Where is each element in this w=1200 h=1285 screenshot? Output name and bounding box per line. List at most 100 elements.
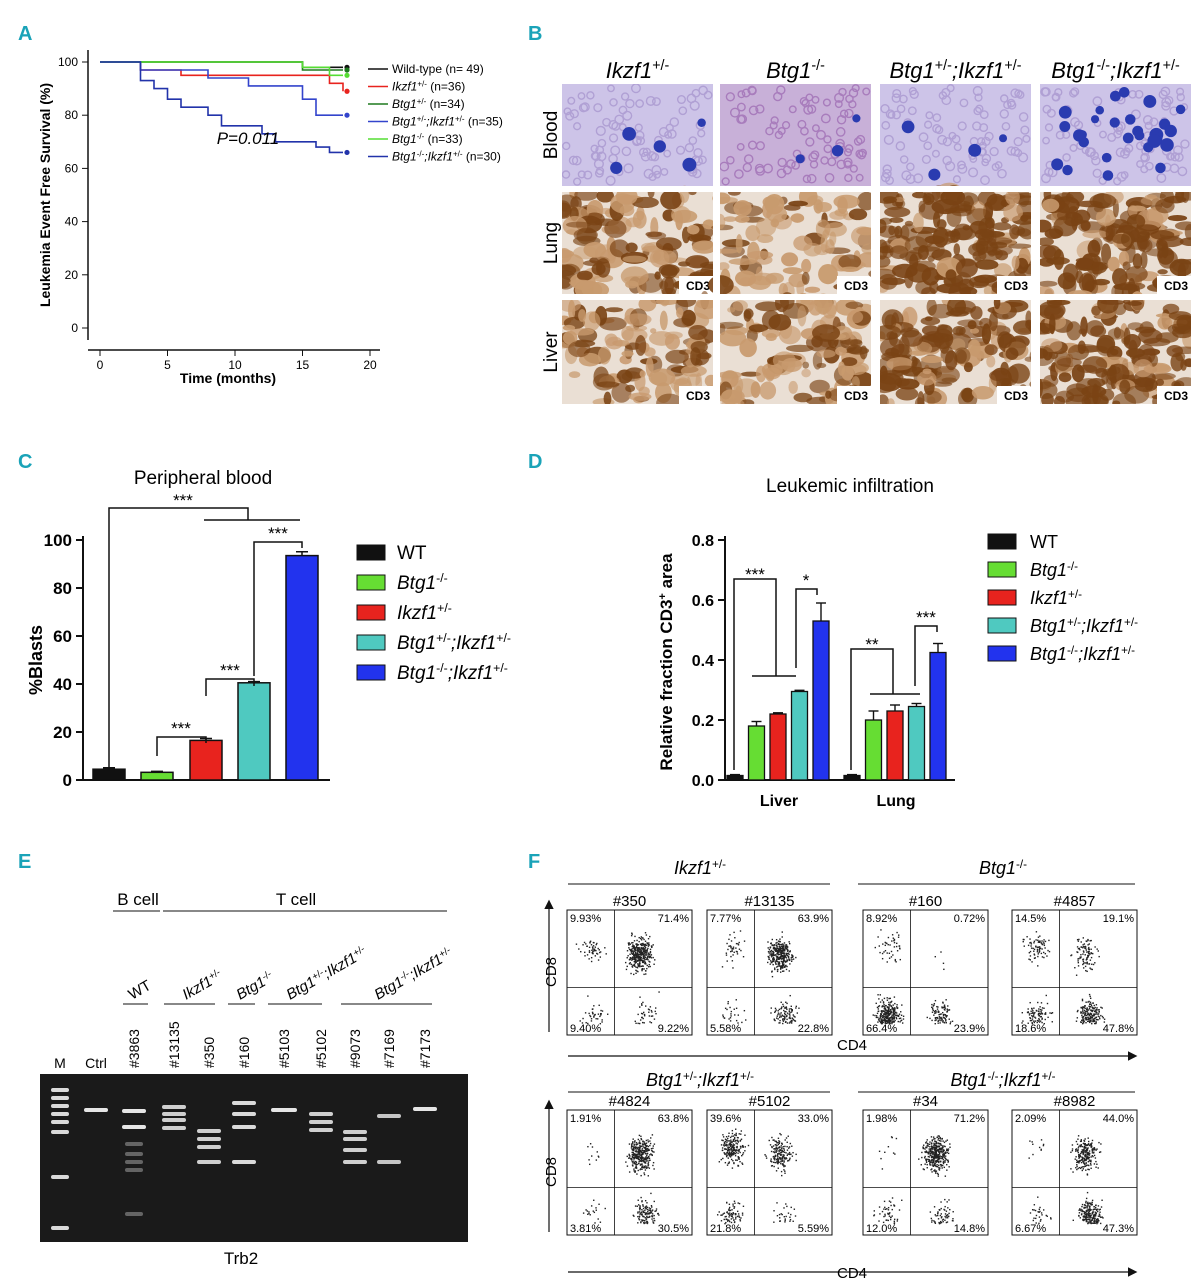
flow-event: [1081, 946, 1082, 947]
flow-event: [942, 1007, 943, 1008]
flow-event: [639, 1213, 640, 1214]
flow-event: [778, 964, 779, 965]
flow-event: [647, 1163, 648, 1164]
flow-event: [931, 1004, 932, 1005]
flow-event: [580, 951, 581, 952]
flow-event: [640, 1221, 641, 1222]
flow-event: [591, 1205, 592, 1206]
ihc-stain: [1042, 199, 1059, 212]
flow-event: [593, 1005, 594, 1006]
flow-event: [948, 1009, 949, 1010]
flow-event: [1083, 959, 1084, 960]
ihc-stain: [1119, 380, 1130, 394]
flow-event: [1081, 941, 1082, 942]
flow-event: [769, 1140, 770, 1141]
flow-event: [635, 947, 636, 948]
flow-event: [732, 954, 733, 955]
flow-event: [642, 1204, 643, 1205]
flow-event: [1088, 947, 1089, 948]
flow-event: [644, 947, 645, 948]
flow-event: [1031, 1013, 1032, 1014]
flow-event: [725, 1008, 726, 1009]
flow-quadrant-lr: 9.22%: [658, 1023, 689, 1035]
flow-plot-id: #4824: [609, 1093, 651, 1110]
flow-event: [1084, 1010, 1085, 1011]
flow-event: [1036, 1010, 1037, 1011]
flow-event: [590, 1016, 591, 1017]
flow-event: [726, 943, 727, 944]
flow-event: [782, 957, 783, 958]
flow-event: [891, 1001, 892, 1002]
gel-band: [197, 1137, 221, 1141]
survival-y-tick-label: 80: [65, 108, 79, 122]
flow-event: [636, 1149, 637, 1150]
flow-event: [731, 1209, 732, 1210]
flow-event: [886, 1020, 887, 1021]
flow-event: [651, 1016, 652, 1017]
flow-event: [784, 1158, 785, 1159]
flow-event: [890, 1017, 891, 1018]
ihc-stain: [1037, 245, 1057, 259]
flow-event: [1036, 931, 1037, 932]
infiltration-chart-title: Leukemic infiltration: [766, 476, 934, 497]
infiltration-bar: [887, 711, 903, 780]
flow-event: [890, 1020, 891, 1021]
flow-event: [939, 1143, 940, 1144]
flow-event: [894, 1020, 895, 1021]
ihc-stain: [1033, 220, 1051, 233]
flow-event: [938, 1165, 939, 1166]
flow-event: [1098, 950, 1099, 951]
flow-event: [1032, 1018, 1033, 1019]
flow-event: [1041, 1002, 1042, 1003]
cd4-axis-label: CD4: [837, 1265, 867, 1280]
flow-event: [890, 1013, 891, 1014]
flow-event: [1090, 959, 1091, 960]
gel-band: [122, 1109, 146, 1113]
flow-event: [903, 1016, 904, 1017]
flow-event: [924, 1156, 925, 1157]
flow-event: [598, 1156, 599, 1157]
flow-event: [596, 1159, 597, 1160]
ihc-stain: [620, 205, 635, 216]
flow-event: [792, 1221, 793, 1222]
gel-band: [51, 1104, 69, 1108]
flow-event: [635, 962, 636, 963]
flow-event: [1039, 1006, 1040, 1007]
flow-event: [637, 967, 638, 968]
flow-event: [648, 1160, 649, 1161]
flow-event: [640, 1164, 641, 1165]
flow-event: [650, 949, 651, 950]
flow-event: [789, 951, 790, 952]
flow-event: [882, 1015, 883, 1016]
flow-event: [886, 1016, 887, 1017]
flow-event: [639, 960, 640, 961]
stain-label: CD3: [1164, 389, 1188, 403]
flow-event: [650, 1143, 651, 1144]
flow-event: [894, 939, 895, 940]
flow-event: [629, 942, 630, 943]
survival-y-tick-label: 100: [58, 55, 78, 69]
flow-event: [721, 1144, 722, 1145]
flow-event: [791, 959, 792, 960]
flow-event: [1022, 1020, 1023, 1021]
flow-event: [653, 1222, 654, 1223]
flow-event: [1047, 1003, 1048, 1004]
flow-event: [730, 956, 731, 957]
flow-event: [1089, 1014, 1090, 1015]
ihc-stain: [1003, 204, 1023, 222]
flow-event: [782, 1023, 783, 1024]
ihc-stain: [1175, 221, 1197, 230]
flow-event: [790, 1008, 791, 1009]
flow-event: [777, 1153, 778, 1154]
flow-event: [887, 961, 888, 962]
flow-event: [790, 1021, 791, 1022]
flow-event: [945, 1141, 946, 1142]
flow-event: [930, 1152, 931, 1153]
flow-event: [733, 948, 734, 949]
flow-event: [649, 964, 650, 965]
flow-event: [789, 1008, 790, 1009]
flow-event: [780, 958, 781, 959]
flow-event: [727, 1144, 728, 1145]
flow-event: [931, 1020, 932, 1021]
flow-event: [640, 1154, 641, 1155]
